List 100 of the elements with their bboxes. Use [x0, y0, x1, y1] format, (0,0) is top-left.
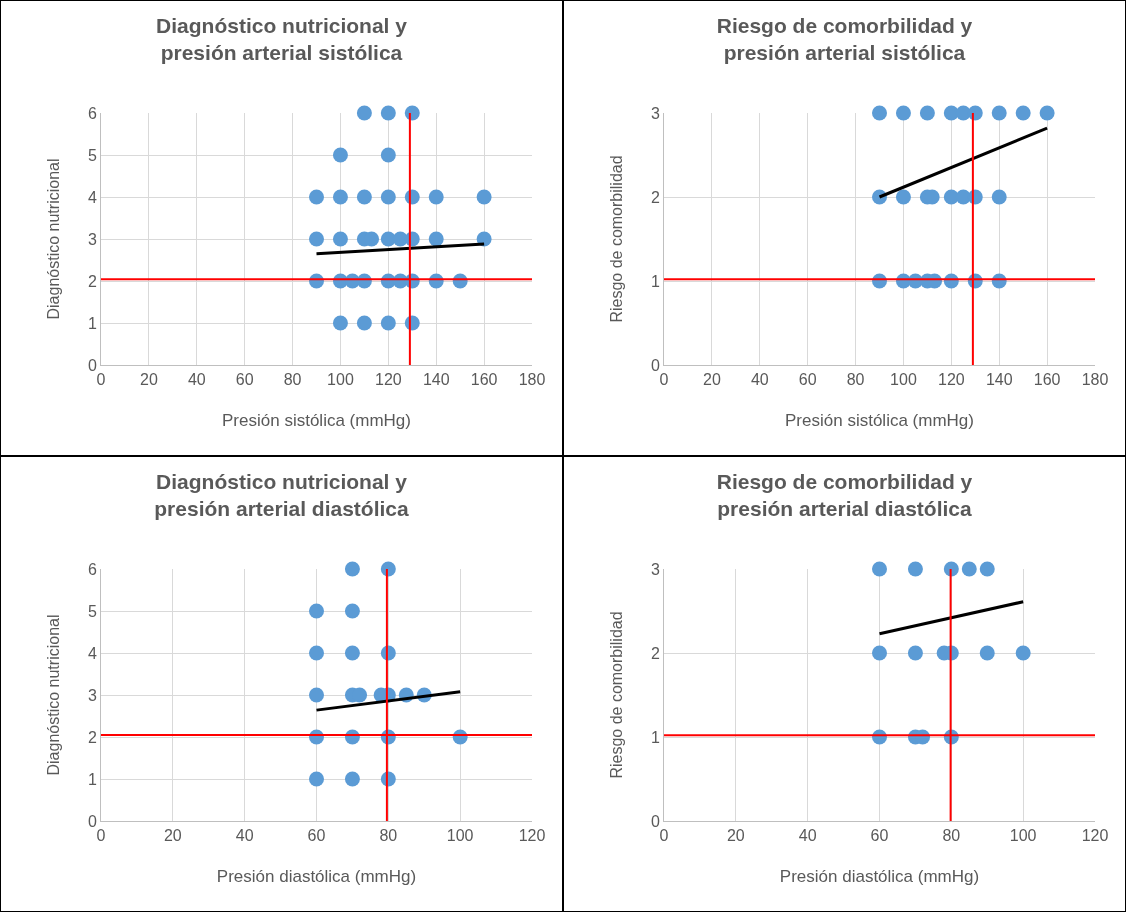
x-tick-label: 40: [187, 371, 206, 389]
y-axis-title: Riesgo de comorbilidad: [608, 611, 625, 779]
x-tick-label: 40: [235, 827, 254, 845]
point: [309, 189, 324, 205]
x-tick-label: 80: [283, 371, 302, 389]
x-tick-label: 120: [1081, 827, 1109, 845]
point: [332, 147, 348, 163]
point: [344, 603, 360, 619]
y-tick-label: 0: [650, 812, 660, 830]
point: [344, 645, 360, 661]
y-tick-label: 3: [650, 104, 660, 122]
x-tick-label: 20: [139, 371, 158, 389]
point: [979, 645, 995, 661]
point: [428, 189, 444, 205]
chart-title: Diagnóstico nutricional y presión arterial diastólica: [154, 469, 410, 521]
point: [428, 231, 444, 247]
y-tick-label: 1: [650, 728, 660, 746]
y-tick-label: 4: [87, 188, 97, 206]
point: [309, 771, 324, 787]
x-axis-title: Presión sistólica (mmHg): [222, 411, 411, 430]
point: [309, 231, 324, 247]
y-tick-label: 3: [87, 230, 97, 248]
point: [991, 189, 1007, 205]
y-tick-label: 2: [87, 272, 97, 290]
point: [872, 105, 887, 121]
point: [907, 561, 923, 577]
x-tick-label: 80: [942, 827, 961, 845]
x-axis-title: Presión sistólica (mmHg): [785, 411, 974, 430]
point: [344, 561, 360, 577]
x-tick-label: 80: [379, 827, 398, 845]
x-tick-label: 120: [518, 827, 546, 845]
point: [356, 315, 372, 331]
point: [895, 189, 911, 205]
point: [907, 645, 923, 661]
point: [380, 147, 396, 163]
point: [872, 645, 887, 661]
y-tick-label: 6: [87, 104, 97, 122]
chart-title: Riesgo de comorbilidad y presión arterial diastólica: [716, 469, 973, 521]
x-tick-label: 100: [446, 827, 474, 845]
chart-title: Diagnóstico nutricional y presión arterial sistólica: [156, 13, 408, 65]
y-tick-label: 3: [87, 686, 97, 704]
x-tick-label: 40: [798, 827, 817, 845]
point: [356, 105, 372, 121]
x-tick-label: 60: [307, 827, 326, 845]
y-tick-label: 1: [87, 770, 97, 788]
y-tick-label: 2: [650, 644, 660, 662]
point: [991, 105, 1007, 121]
point: [309, 645, 324, 661]
x-tick-label: 180: [1081, 371, 1109, 389]
point: [332, 315, 348, 331]
x-tick-label: 100: [327, 371, 354, 389]
x-tick-label: 140: [422, 371, 450, 389]
x-tick-label: 20: [163, 827, 182, 845]
point: [476, 189, 492, 205]
point: [309, 687, 324, 703]
point: [380, 189, 396, 205]
point: [309, 603, 324, 619]
point: [332, 231, 348, 247]
x-tick-label: 60: [235, 371, 254, 389]
point: [380, 105, 396, 121]
x-tick-label: 180: [518, 371, 546, 389]
x-tick-label: 20: [726, 827, 745, 845]
point: [380, 315, 396, 331]
y-tick-label: 1: [650, 272, 660, 290]
y-tick-label: 3: [650, 560, 660, 578]
point: [872, 561, 887, 577]
x-tick-label: 160: [470, 371, 498, 389]
point: [961, 561, 977, 577]
chart-title: Riesgo de comorbilidad y presión arterial sistólica: [716, 13, 973, 65]
x-axis-title: Presión diastólica (mmHg): [779, 867, 980, 886]
x-tick-label: 120: [937, 371, 965, 389]
point: [919, 105, 935, 121]
point: [1015, 645, 1031, 661]
y-axis-title: Riesgo de comorbilidad: [608, 155, 625, 323]
y-tick-label: 6: [87, 560, 97, 578]
point: [356, 189, 372, 205]
point: [1015, 105, 1031, 121]
point: [943, 561, 959, 577]
x-tick-label: 100: [890, 371, 917, 389]
x-tick-label: 100: [1009, 827, 1037, 845]
y-tick-label: 2: [87, 728, 97, 746]
x-axis-title: Presión diastólica (mmHg): [216, 867, 417, 886]
x-tick-label: 160: [1033, 371, 1061, 389]
x-tick-label: 120: [374, 371, 402, 389]
y-tick-label: 1: [87, 314, 97, 332]
point: [979, 561, 995, 577]
y-tick-label: 0: [87, 356, 97, 374]
point: [344, 771, 360, 787]
y-tick-label: 4: [87, 644, 97, 662]
x-tick-label: 140: [985, 371, 1013, 389]
x-tick-label: 80: [846, 371, 865, 389]
y-tick-label: 2: [650, 188, 660, 206]
y-tick-label: 0: [87, 812, 97, 830]
y-tick-label: 0: [650, 356, 660, 374]
y-tick-label: 5: [87, 602, 97, 620]
x-tick-label: 40: [750, 371, 769, 389]
point: [380, 561, 396, 577]
y-axis-title: Diagnóstico nutricional: [45, 614, 62, 776]
x-tick-label: 60: [798, 371, 817, 389]
y-axis-title: Diagnóstico nutricional: [45, 158, 62, 320]
